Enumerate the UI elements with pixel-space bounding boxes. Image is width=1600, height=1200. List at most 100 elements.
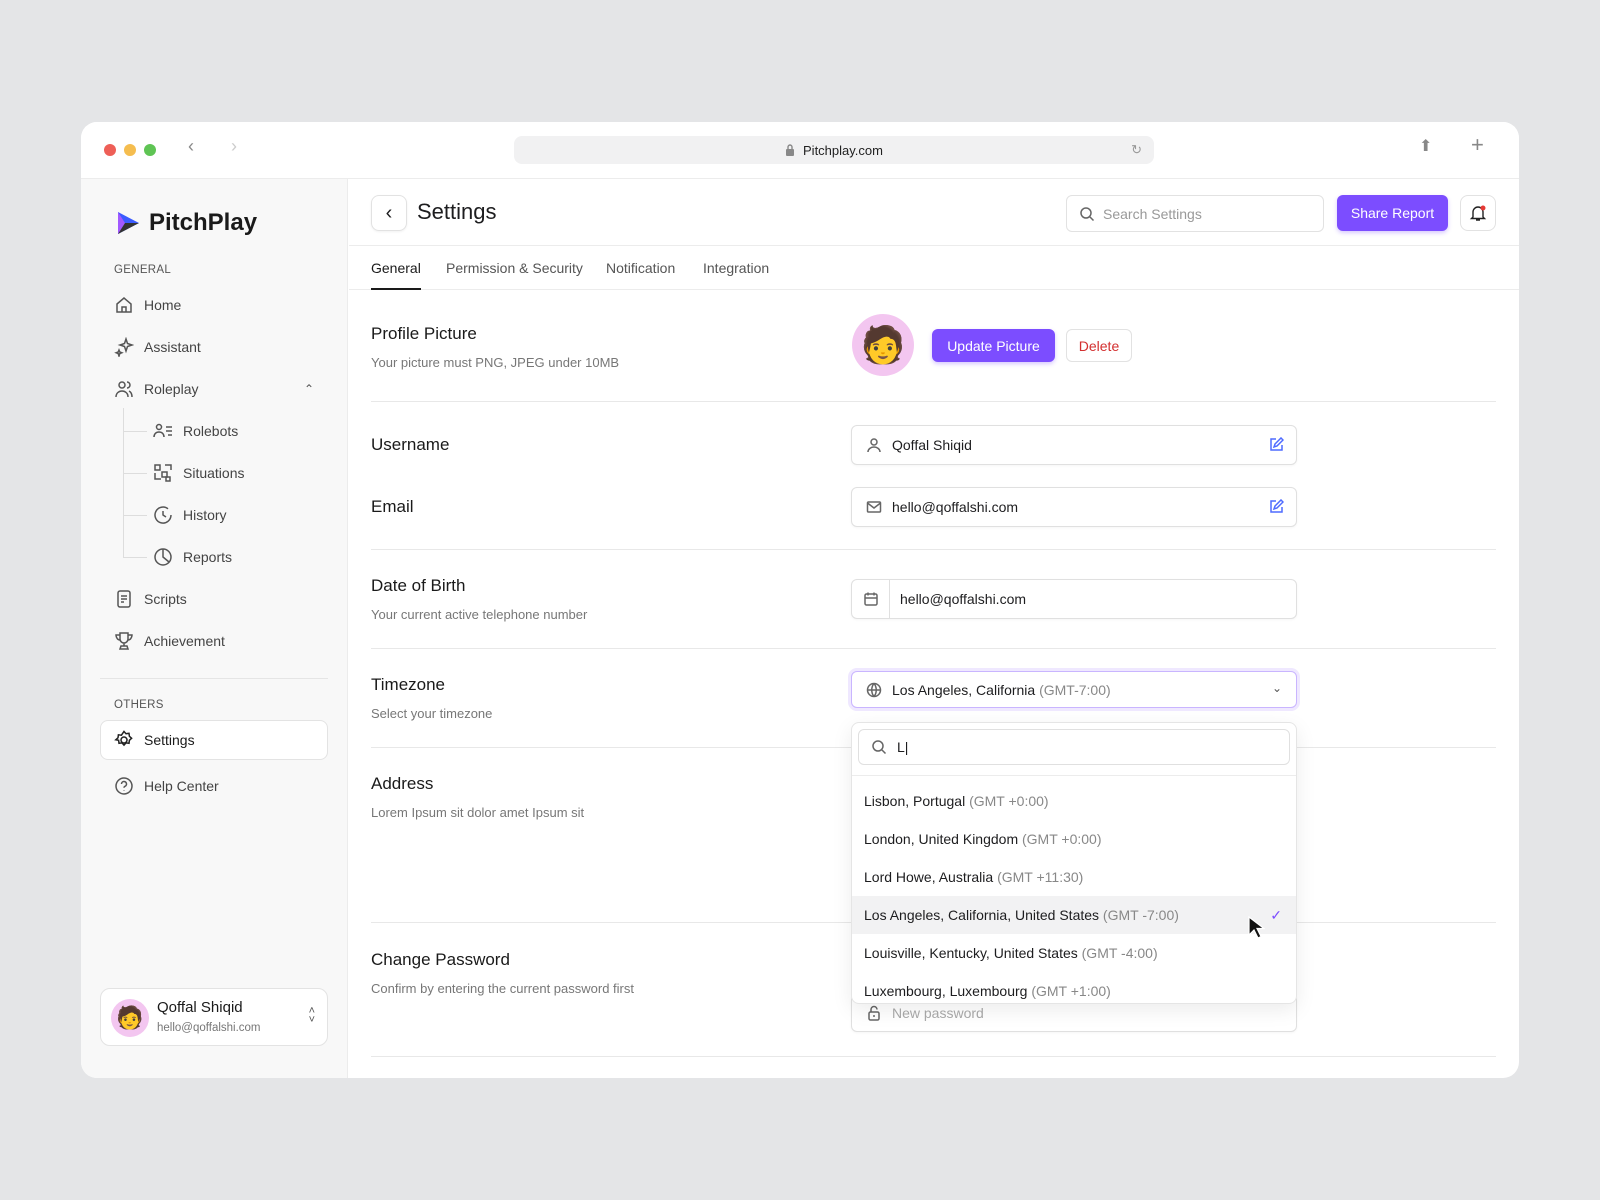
timezone-select[interactable]: Los Angeles, California (GMT-7:00) ⌄ bbox=[851, 671, 1297, 708]
back-arrow-icon[interactable]: ‹ bbox=[188, 136, 194, 156]
timezone-search-input[interactable]: L| bbox=[858, 729, 1290, 765]
tab-permission-security[interactable]: Permission & Security bbox=[446, 260, 583, 276]
sidebar-item-label: Achievement bbox=[144, 633, 225, 649]
email-label: Email bbox=[371, 497, 414, 516]
divider bbox=[371, 549, 1496, 550]
profile-avatar: 🧑 bbox=[852, 314, 914, 376]
share-icon[interactable]: ⬆ bbox=[1419, 138, 1433, 155]
sidebar-item-settings-bg[interactable] bbox=[100, 720, 328, 760]
timezone-desc: Select your timezone bbox=[371, 706, 493, 721]
maximize-window-button[interactable] bbox=[144, 144, 156, 156]
notifications-button[interactable] bbox=[1460, 195, 1496, 231]
globe-icon bbox=[866, 682, 882, 697]
sidebar-item-label: Situations bbox=[183, 465, 245, 481]
option-name: Los Angeles, California, United States bbox=[864, 907, 1100, 923]
browser-titlebar: ‹ › Pitchplay.com ↻ ⬆ + bbox=[81, 122, 1519, 179]
brand-name: PitchPlay bbox=[149, 209, 258, 236]
section-general-label: GENERAL bbox=[114, 264, 172, 276]
new-password-placeholder: New password bbox=[892, 1005, 984, 1021]
chevron-left-icon: ‹ bbox=[385, 201, 393, 224]
forward-arrow-icon[interactable]: › bbox=[231, 136, 237, 156]
edit-email-button[interactable] bbox=[1268, 498, 1285, 518]
timezone-label: Timezone bbox=[371, 675, 446, 694]
timezone-option[interactable]: Lord Howe, Australia (GMT +11:30) bbox=[852, 858, 1296, 896]
sidebar-item-roleplay[interactable]: Roleplay ⌃ bbox=[114, 377, 314, 401]
user-email: hello@qoffalshi.com bbox=[157, 1022, 261, 1034]
url-text: Pitchplay.com bbox=[803, 142, 883, 158]
chevron-up-icon[interactable]: ⌃ bbox=[303, 382, 314, 396]
sidebar-item-label: Reports bbox=[183, 549, 233, 565]
avatar: 🧑 bbox=[111, 999, 149, 1037]
sidebar-item-label: History bbox=[183, 507, 227, 523]
help-circle-icon bbox=[115, 777, 133, 795]
address-label: Address bbox=[371, 774, 434, 793]
mail-icon bbox=[866, 501, 882, 513]
user-profile-switcher[interactable]: 🧑 Qoffal Shiqid hello@qoffalshi.com ˄ ˅ bbox=[100, 988, 328, 1046]
edit-username-button[interactable] bbox=[1268, 436, 1285, 456]
option-offset: (GMT +0:00) bbox=[969, 793, 1049, 809]
tab-general[interactable]: General bbox=[371, 260, 421, 290]
sidebar-item-situations[interactable]: Situations bbox=[153, 461, 244, 485]
username-field[interactable]: Qoffal Shiqid bbox=[851, 425, 1297, 465]
tab-integration[interactable]: Integration bbox=[703, 260, 770, 276]
close-window-button[interactable] bbox=[104, 144, 116, 156]
address-desc: Lorem Ipsum sit dolor amet Ipsum sit bbox=[371, 805, 585, 820]
timezone-option[interactable]: Louisville, Kentucky, United States (GMT… bbox=[852, 934, 1296, 972]
back-button[interactable]: ‹ bbox=[371, 195, 407, 231]
new-tab-icon[interactable]: + bbox=[1471, 132, 1484, 157]
calendar-button[interactable] bbox=[852, 580, 890, 618]
update-picture-button[interactable]: Update Picture bbox=[932, 329, 1055, 362]
pie-chart-icon bbox=[154, 548, 172, 566]
share-report-button[interactable]: Share Report bbox=[1337, 195, 1448, 231]
mouse-cursor-icon bbox=[1248, 915, 1265, 939]
search-icon bbox=[1080, 206, 1095, 221]
timezone-option[interactable]: Lisbon, Portugal (GMT +0:00) bbox=[852, 782, 1296, 820]
edit-icon bbox=[1270, 436, 1285, 451]
sidebar-item-assistant[interactable]: Assistant bbox=[114, 335, 201, 359]
option-name: Luxembourg, Luxembourg bbox=[864, 983, 1028, 999]
delete-picture-button[interactable]: Delete bbox=[1066, 329, 1132, 362]
user-list-icon bbox=[153, 423, 172, 438]
timezone-option[interactable]: London, United Kingdom (GMT +0:00) bbox=[852, 820, 1296, 858]
sidebar: PitchPlay GENERAL Home Assistant Rolepla… bbox=[81, 179, 348, 1078]
change-password-label: Change Password bbox=[371, 950, 510, 969]
timezone-option[interactable]: Los Angeles, California, United States (… bbox=[852, 896, 1296, 934]
sidebar-item-scripts[interactable]: Scripts bbox=[114, 587, 187, 611]
profile-picture-desc: Your picture must PNG, JPEG under 10MB bbox=[371, 355, 620, 370]
timezone-value: Los Angeles, California bbox=[892, 681, 1036, 698]
tree-line bbox=[123, 408, 124, 557]
sidebar-item-label: Settings bbox=[144, 732, 195, 748]
sidebar-item-help-center[interactable]: Help Center bbox=[114, 774, 219, 798]
address-bar[interactable]: Pitchplay.com ↻ bbox=[514, 136, 1154, 164]
sidebar-item-rolebots[interactable]: Rolebots bbox=[153, 419, 238, 443]
sidebar-item-history[interactable]: History bbox=[153, 503, 227, 527]
sidebar-item-settings[interactable]: Settings bbox=[114, 728, 195, 752]
search-icon bbox=[872, 740, 887, 755]
tab-notification[interactable]: Notification bbox=[606, 260, 676, 276]
bell-icon bbox=[1469, 205, 1487, 221]
divider bbox=[371, 648, 1496, 649]
minimize-window-button[interactable] bbox=[124, 144, 136, 156]
search-settings-input[interactable]: Search Settings bbox=[1066, 195, 1324, 232]
logo[interactable]: PitchPlay bbox=[115, 209, 257, 237]
username-value: Qoffal Shiqid bbox=[892, 437, 972, 453]
timezone-option[interactable]: Luxembourg, Luxembourg (GMT +1:00) bbox=[852, 972, 1296, 1010]
user-icon bbox=[867, 438, 881, 453]
dob-field[interactable]: hello@qoffalshi.com bbox=[851, 579, 1297, 619]
email-field[interactable]: hello@qoffalshi.com bbox=[851, 487, 1297, 527]
option-name: Lisbon, Portugal bbox=[864, 793, 966, 809]
sidebar-item-reports[interactable]: Reports bbox=[153, 545, 232, 569]
option-offset: (GMT -7:00) bbox=[1102, 907, 1179, 923]
sidebar-item-label: Assistant bbox=[144, 339, 201, 355]
reload-icon[interactable]: ↻ bbox=[1131, 142, 1142, 157]
timezone-search-value: L| bbox=[897, 739, 909, 755]
users-icon bbox=[115, 381, 133, 398]
home-icon bbox=[116, 297, 132, 313]
chevron-up-down-icon[interactable]: ˄ ˅ bbox=[308, 1005, 315, 1026]
dob-label: Date of Birth bbox=[371, 576, 466, 595]
document-icon bbox=[117, 590, 131, 608]
edit-icon bbox=[1270, 498, 1285, 513]
sidebar-item-home[interactable]: Home bbox=[114, 293, 181, 317]
sidebar-item-label: Scripts bbox=[144, 591, 187, 607]
sidebar-item-achievement[interactable]: Achievement bbox=[114, 629, 225, 653]
